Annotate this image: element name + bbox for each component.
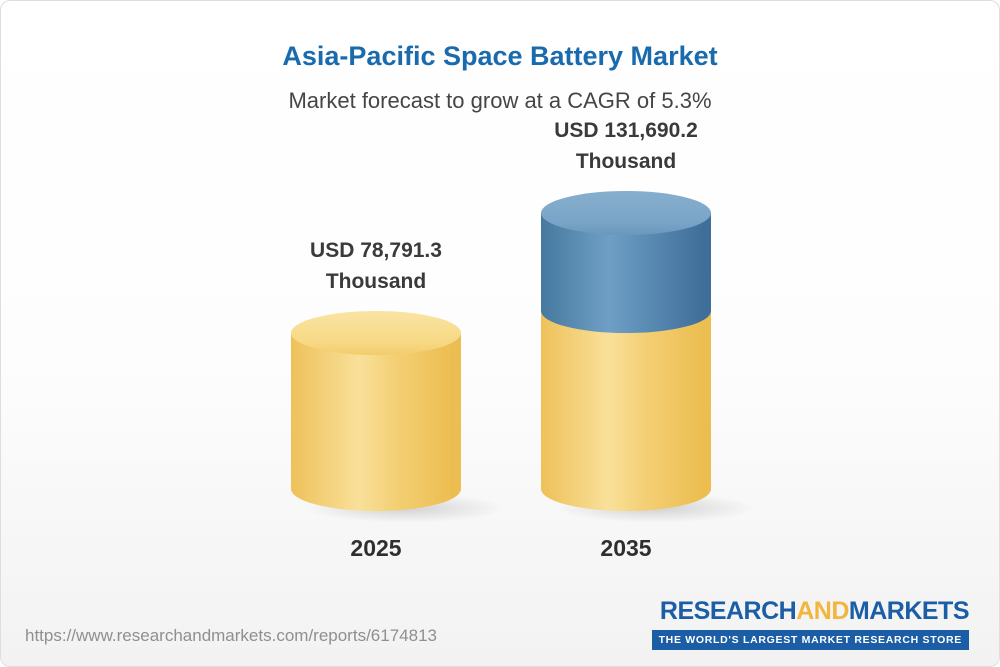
axis-label-2025: 2025: [350, 535, 402, 561]
logo-word-research: RESEARCH: [659, 597, 797, 625]
logo-word-and: AND: [796, 597, 849, 625]
value-label-2025-line1: USD 78,791.3: [310, 239, 442, 262]
cylinder-2025-top: [291, 311, 461, 355]
logo-word-markets: MARKETS: [848, 597, 970, 625]
value-label-2025: USD 78,791.3 Thousand: [206, 235, 546, 297]
logo-tagline: THE WORLD'S LARGEST MARKET RESEARCH STOR…: [651, 630, 969, 650]
cylinder-2035-yellow-segment: [541, 311, 711, 511]
value-label-2035-line1: USD 131,690.2: [554, 119, 698, 142]
research-and-markets-logo: RESEARCHANDMARKETS THE WORLD'S LARGEST M…: [651, 597, 970, 650]
value-label-2035-line2: Thousand: [575, 150, 677, 173]
logo-wordmark: RESEARCHANDMARKETS: [652, 597, 970, 626]
axis-label-2035: 2035: [600, 535, 652, 561]
value-label-2035: USD 131,690.2 Thousand: [456, 115, 796, 177]
source-url[interactable]: https://www.researchandmarkets.com/repor…: [25, 626, 437, 645]
chart-title: Asia-Pacific Space Battery Market: [282, 41, 718, 71]
chart-subtitle: Market forecast to grow at a CAGR of 5.3…: [288, 88, 712, 113]
cylinder-2035-top: [541, 191, 711, 235]
value-label-2025-line2: Thousand: [325, 270, 427, 293]
cylinder-2025-body: [291, 333, 461, 511]
